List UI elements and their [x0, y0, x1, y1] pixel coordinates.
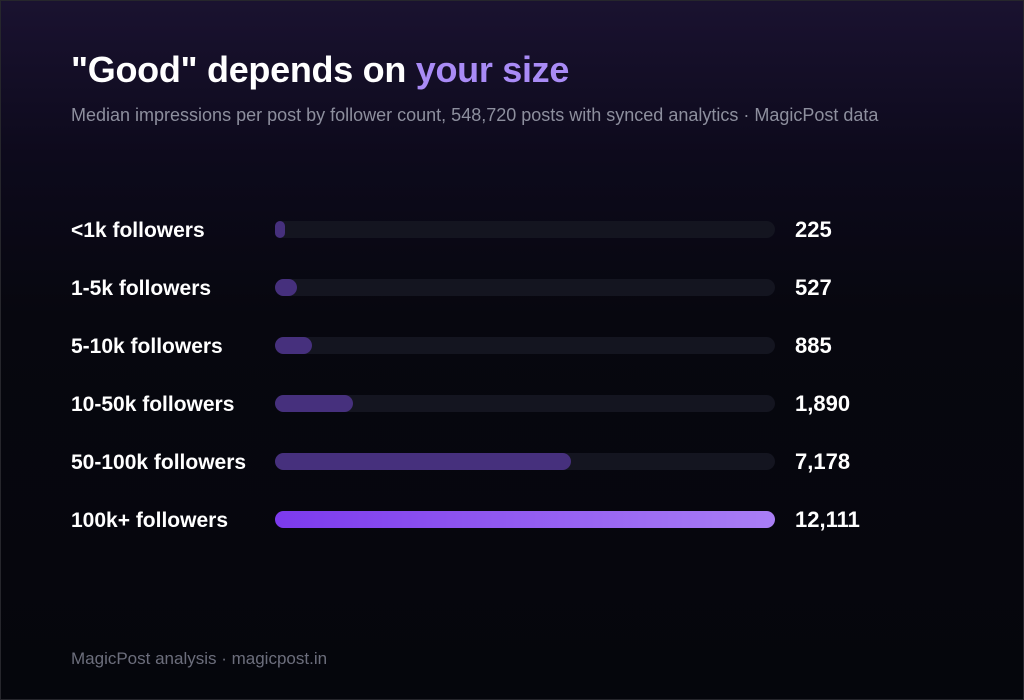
- bar-track: [275, 337, 775, 354]
- bar-track: [275, 511, 775, 528]
- bar-track: [275, 221, 775, 238]
- bar-value-label: 527: [795, 275, 832, 300]
- bar-track: [275, 453, 775, 470]
- bar: [275, 221, 285, 238]
- chart-footer: MagicPost analysis · magicpost.in: [71, 649, 328, 668]
- bar-track: [275, 279, 775, 296]
- chart-subtitle: Median impressions per post by follower …: [71, 105, 879, 125]
- bar-row: 50-100k followers 7,178: [71, 433, 951, 491]
- bar-label: 10-50k followers: [71, 392, 235, 416]
- bar-label: 5-10k followers: [71, 334, 223, 358]
- bar-row: 1-5k followers 527: [71, 259, 951, 317]
- bar-row: <1k followers 225: [71, 201, 951, 259]
- bar: [275, 395, 354, 412]
- bar-row: 10-50k followers 1,890: [71, 375, 951, 433]
- bar-value-label: 1,890: [795, 391, 851, 416]
- bar-label: 100k+ followers: [71, 508, 228, 532]
- bar-value-label: 12,111: [795, 507, 860, 532]
- chart-title: "Good" depends on your size: [71, 49, 569, 91]
- bar-label: 50-100k followers: [71, 450, 247, 474]
- bar: [275, 279, 297, 296]
- bar: [275, 511, 775, 528]
- bar-value-label: 225: [795, 217, 832, 242]
- bar-track: [275, 395, 775, 412]
- bar-label: <1k followers: [71, 218, 205, 242]
- chart-title-accent: your size: [415, 49, 570, 90]
- bar-row: 5-10k followers 885: [71, 317, 951, 375]
- bar-label: 1-5k followers: [71, 276, 212, 300]
- bar: [275, 453, 572, 470]
- chart-title-main: "Good" depends on: [71, 49, 416, 90]
- bar-value-label: 7,178: [795, 449, 851, 474]
- bar-value-label: 885: [795, 333, 832, 358]
- bar: [275, 337, 312, 354]
- bar-row: 100k+ followers 12,111: [71, 491, 951, 549]
